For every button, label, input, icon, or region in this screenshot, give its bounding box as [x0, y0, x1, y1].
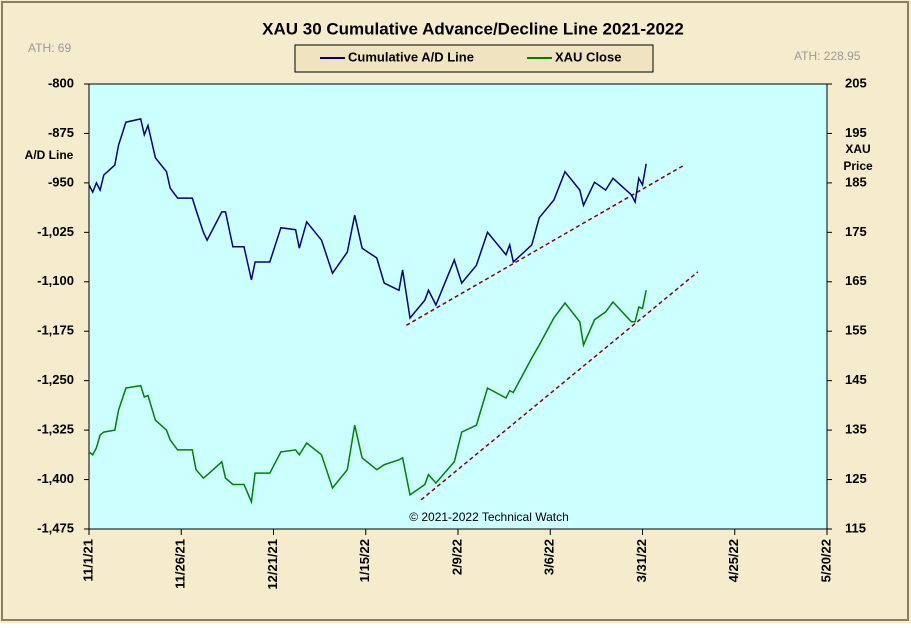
trendline: [420, 271, 699, 501]
y-axis-label: A/D Line: [25, 148, 74, 162]
y2-tick-label: 185: [845, 174, 867, 189]
chart-title: XAU 30 Cumulative Advance/Decline Line 2…: [262, 19, 684, 38]
x-tick-label: 2/9/22: [449, 539, 464, 575]
y-tick-label: -950: [48, 174, 74, 189]
plot-area: [88, 83, 828, 530]
y2-tick-label: 135: [845, 422, 867, 437]
y-tick-label: -1,025: [37, 224, 74, 239]
x-tick-label: 11/26/21: [173, 539, 188, 589]
y2-tick-label: 155: [845, 323, 867, 338]
y-tick-label: -1,100: [37, 273, 74, 288]
x-tick-label: 4/25/22: [726, 539, 741, 582]
y2-tick-label: 165: [845, 273, 867, 288]
y2-tick-label: 195: [845, 125, 867, 140]
y2-tick-label: 145: [845, 372, 867, 387]
x-tick-label: 1/15/22: [357, 539, 372, 582]
x-tick-label: 12/21/21: [265, 539, 280, 590]
y2-axis-label: Price: [843, 159, 873, 173]
data-line: [88, 290, 647, 505]
y2-tick-label: 115: [845, 520, 866, 535]
y2-tick-label: 175: [845, 224, 867, 239]
copyright: © 2021-2022 Technical Watch: [409, 510, 569, 524]
legend-label: XAU Close: [555, 49, 621, 64]
x-tick-label: 3/31/22: [634, 539, 649, 582]
y-tick-label: -875: [48, 125, 74, 140]
x-tick-label: 5/20/22: [818, 539, 833, 582]
y-tick-label: -1,250: [37, 372, 74, 387]
legend: [294, 44, 654, 73]
y2-axis-label: XAU: [845, 142, 870, 156]
y-tick-label: -800: [48, 75, 74, 90]
y2-tick-label: 125: [845, 471, 867, 486]
y2-tick-label: 205: [845, 75, 867, 90]
y-tick-label: -1,475: [37, 520, 74, 535]
x-tick-label: 11/1/21: [80, 539, 95, 582]
data-line: [88, 118, 647, 320]
y-tick-label: -1,325: [37, 422, 74, 437]
ath-left: ATH: 69: [28, 41, 71, 55]
legend-label: Cumulative A/D Line: [348, 49, 474, 64]
x-tick-label: 3/6/22: [542, 539, 557, 575]
y-tick-label: -1,400: [37, 471, 74, 486]
y-tick-label: -1,175: [37, 323, 74, 338]
ath-right: ATH: 228.95: [794, 49, 861, 63]
